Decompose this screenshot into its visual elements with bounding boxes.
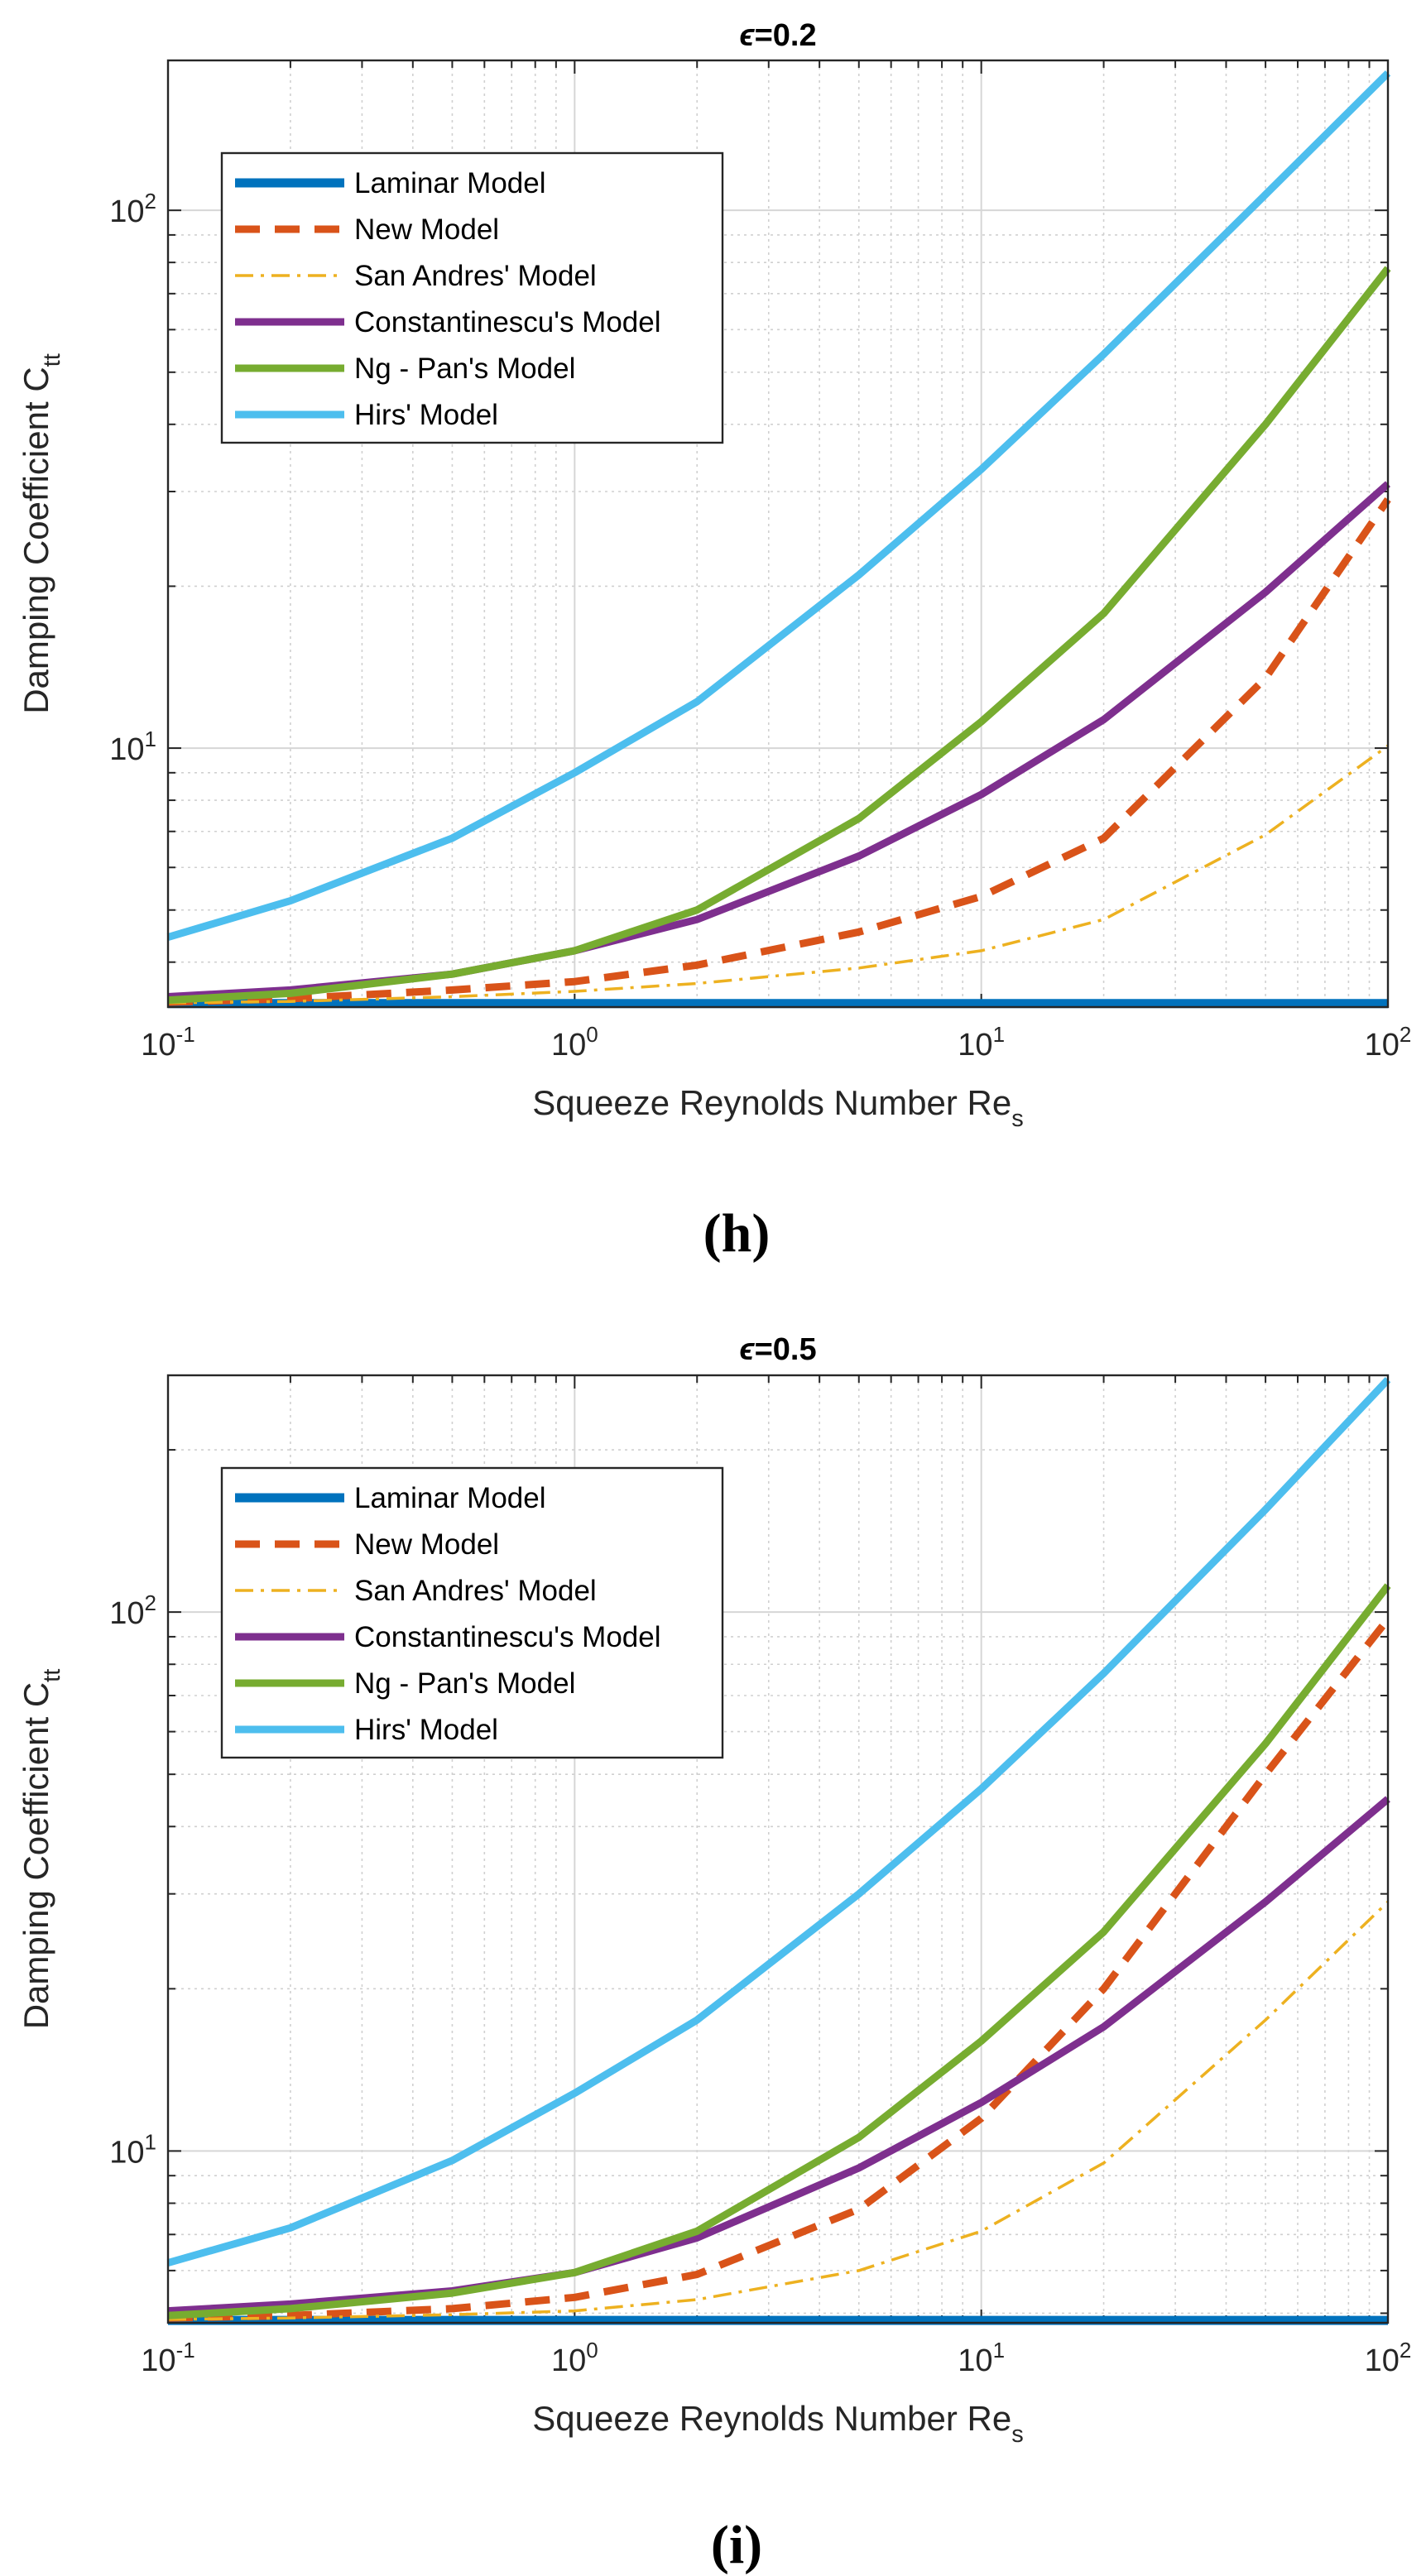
- panel-label: (i): [711, 2515, 762, 2575]
- legend-entry-label: Constantinescu's Model: [354, 306, 661, 338]
- chart-title: ϵ=0.5: [739, 1332, 816, 1367]
- legend-entry-label: Laminar Model: [354, 1482, 546, 1514]
- x-tick-label: 102: [1365, 1022, 1412, 1063]
- legend-entry-label: Ng - Pan's Model: [354, 1667, 575, 1700]
- series-line-hirs-model: [166, 1377, 1391, 2267]
- y-tick-label: 101: [109, 2129, 156, 2170]
- series-lines: [166, 70, 1391, 1009]
- legend-entry-label: New Model: [354, 213, 499, 246]
- y-tick-label: 101: [109, 727, 156, 767]
- legend-entry-label: Constantinescu's Model: [354, 1621, 661, 1653]
- x-tick-label: 100: [551, 1022, 598, 1063]
- x-axis-label: Squeeze Reynolds Number Res: [532, 1083, 1023, 1132]
- chart-panel-0: 10-1 100 101 102 101 102 ϵ=0.2 Squeeze Reynolds…: [17, 18, 1411, 1264]
- legend-entry-label: Hirs' Model: [354, 399, 498, 431]
- series-line-ng-pan-s-model: [167, 1583, 1391, 2319]
- legend-entry-label: Ng - Pan's Model: [354, 353, 575, 385]
- series-line-san-andres-model: [167, 744, 1390, 1005]
- legend: Laminar Model New Model San Andres' Model C…: [220, 151, 724, 444]
- plot-area-frame: [166, 1374, 1390, 2324]
- plot-area-frame: [166, 59, 1390, 1009]
- legend: Laminar Model New Model San Andres' Model C…: [220, 1466, 724, 1759]
- legend-box: [220, 1466, 724, 1759]
- y-tick-labels: 101 102: [109, 1590, 156, 2170]
- chart-panel-1: 10-1 100 101 102 101 102 ϵ=0.5 Squeeze Reynolds…: [17, 1332, 1411, 2575]
- series-line-hirs-model: [166, 70, 1391, 941]
- series-line-new-model: [167, 1616, 1391, 2322]
- x-tick-label: 10-1: [141, 2338, 194, 2378]
- legend-entry-label: San Andres' Model: [354, 260, 597, 292]
- y-axis-label: Damping Coefficient Ctt: [17, 1669, 65, 2030]
- x-tick-label: 101: [958, 1022, 1005, 1063]
- legend-entry-label: Hirs' Model: [354, 1714, 498, 1746]
- y-tick-labels: 101 102: [109, 189, 156, 767]
- legend-box: [220, 151, 724, 444]
- x-tick-labels: 10-1 100 101 102: [141, 2338, 1411, 2378]
- y-tick-label: 102: [109, 1590, 156, 1631]
- y-axis-label: Damping Coefficient Ctt: [17, 353, 65, 714]
- x-tick-label: 102: [1365, 2338, 1412, 2378]
- legend-entry-label: New Model: [354, 1528, 499, 1561]
- series-line-ng-pan-s-model: [167, 266, 1391, 1005]
- panel-label: (h): [703, 1203, 771, 1264]
- legend-entry-label: Laminar Model: [354, 167, 546, 199]
- legend-entry-label: San Andres' Model: [354, 1575, 597, 1607]
- y-tick-label: 102: [109, 189, 156, 229]
- series-line-constantinescu-s-model: [167, 481, 1390, 1000]
- x-axis-label: Squeeze Reynolds Number Res: [532, 2399, 1023, 2448]
- grid: [167, 60, 1388, 1007]
- series-lines: [166, 1377, 1391, 2325]
- x-tick-labels: 10-1 100 101 102: [141, 1022, 1411, 1063]
- series-line-san-andres-model: [167, 1901, 1390, 2321]
- x-tick-label: 100: [551, 2338, 598, 2378]
- series-line-new-model: [167, 497, 1391, 1006]
- chart-title: ϵ=0.2: [739, 18, 816, 53]
- x-tick-label: 10-1: [141, 1022, 194, 1063]
- x-tick-label: 101: [958, 2338, 1005, 2378]
